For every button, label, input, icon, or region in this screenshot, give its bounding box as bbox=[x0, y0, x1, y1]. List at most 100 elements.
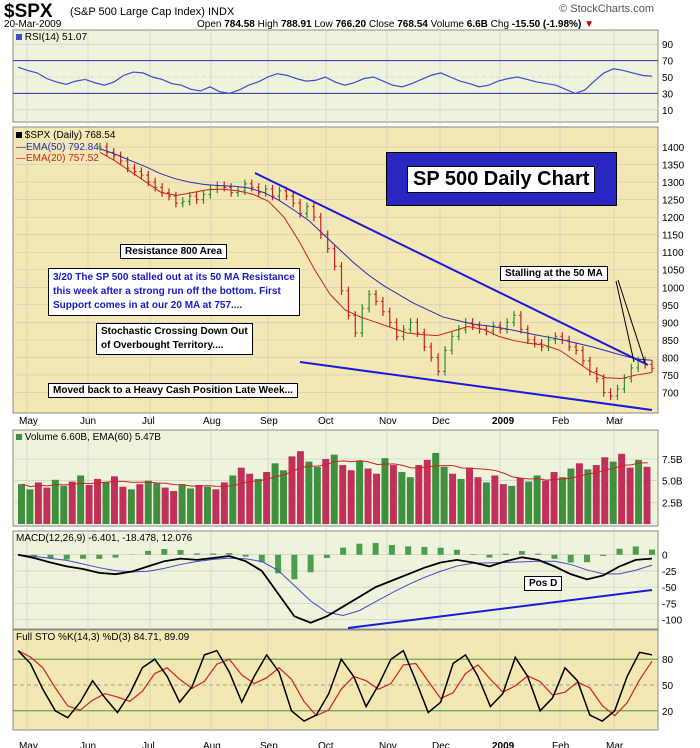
macd-histogram-bar bbox=[551, 554, 558, 559]
price-tick-label: 1000 bbox=[662, 283, 685, 294]
volume-bar bbox=[43, 487, 51, 524]
price-icon bbox=[16, 132, 22, 138]
month-label: Mar bbox=[606, 741, 624, 748]
volume-bar bbox=[542, 480, 550, 524]
price-tick-label: 1400 bbox=[662, 143, 685, 154]
volume-bar bbox=[364, 468, 372, 524]
macd-histogram-bar bbox=[518, 551, 525, 555]
open-label: Open bbox=[197, 19, 222, 30]
low-value: 766.20 bbox=[335, 19, 367, 30]
volume-bar bbox=[457, 478, 465, 524]
macd-histogram-bar bbox=[502, 553, 509, 555]
volume-bar bbox=[499, 484, 507, 524]
macd-histogram-bar bbox=[242, 554, 249, 557]
volume-ema-line bbox=[22, 460, 648, 488]
volume-bar bbox=[406, 477, 414, 524]
sto-tick-label: 50 bbox=[662, 681, 674, 692]
macd-histogram-bar bbox=[307, 554, 314, 573]
high-value: 788.91 bbox=[280, 19, 312, 30]
rsi-label: RSI(14) 51.07 bbox=[16, 32, 87, 43]
macd-histogram-bar bbox=[421, 546, 428, 555]
commentary-line-2: this week after a strong run off the bot… bbox=[53, 286, 281, 297]
volume-bar bbox=[347, 470, 355, 524]
macd-histogram-bar bbox=[145, 550, 152, 555]
ema20-line bbox=[99, 151, 653, 379]
resistance-annotation: Resistance 800 Area bbox=[120, 244, 227, 259]
quote-line: Open 784.58 High 788.91 Low 766.20 Close… bbox=[197, 19, 594, 30]
volume-bar bbox=[474, 477, 482, 524]
price-tick-label: 1050 bbox=[662, 266, 685, 277]
month-label: Aug bbox=[203, 741, 221, 748]
volume-icon bbox=[16, 434, 22, 440]
volume-label: Volume 6.60B, EMA(60) 5.47B bbox=[16, 432, 161, 443]
volume-bar bbox=[26, 489, 34, 524]
macd-histogram-bar bbox=[275, 554, 282, 574]
volume-bar bbox=[18, 484, 25, 524]
rsi-tick-label: 90 bbox=[662, 40, 674, 51]
axis-ticks: May Jun Jul Aug Sep Oct Nov Dec 2009 Feb Mar May Jun… bbox=[19, 40, 685, 748]
month-label: May bbox=[19, 416, 38, 427]
month-label: Sep bbox=[260, 741, 278, 748]
rsi-tick-label: 10 bbox=[662, 106, 674, 117]
volume-bar bbox=[119, 486, 127, 524]
macd-histogram-bar bbox=[567, 554, 574, 563]
volume-bar bbox=[449, 473, 457, 524]
volume-bar bbox=[296, 451, 304, 524]
volume-bar bbox=[229, 475, 237, 524]
volume-bar bbox=[102, 482, 110, 524]
ema50-legend-text: EMA(50) 792.84 bbox=[26, 142, 99, 153]
month-label: Jul bbox=[142, 741, 155, 748]
macd-histogram-bar bbox=[470, 554, 477, 555]
rsi-tick-label: 70 bbox=[662, 57, 674, 68]
volume-bar bbox=[144, 480, 152, 524]
volume-bar bbox=[212, 489, 220, 524]
macd-histogram-bar bbox=[80, 554, 87, 559]
price-tick-label: 950 bbox=[662, 301, 679, 312]
sto-tick-label: 80 bbox=[662, 655, 674, 666]
month-label: Oct bbox=[318, 741, 334, 748]
volume-bar bbox=[635, 459, 643, 524]
volume-bar bbox=[559, 477, 566, 524]
macd-histogram-bar bbox=[356, 543, 363, 555]
price-label: $SPX (Daily) 768.54 bbox=[16, 130, 115, 141]
price-tick-label: 1250 bbox=[662, 196, 685, 207]
rsi-series bbox=[17, 66, 653, 95]
price-tick-label: 1300 bbox=[662, 178, 685, 189]
sto-d-line bbox=[17, 650, 653, 717]
volume-bar bbox=[237, 467, 245, 524]
price-tick-label: 750 bbox=[662, 371, 679, 382]
volume-bar bbox=[203, 486, 211, 524]
month-label: Dec bbox=[432, 741, 450, 748]
macd-signal-line bbox=[17, 554, 653, 616]
volume-bar bbox=[85, 485, 93, 524]
volume-bar bbox=[77, 475, 85, 524]
volume-bar bbox=[482, 482, 490, 524]
volume-bar bbox=[271, 463, 279, 524]
sto-k-line bbox=[17, 649, 653, 723]
volume-bar bbox=[339, 465, 347, 524]
volume-bar bbox=[127, 489, 135, 524]
month-label: Mar bbox=[606, 416, 624, 427]
volume-value: 6.6B bbox=[466, 19, 488, 30]
volume-tick-label: 7.5B bbox=[662, 455, 683, 466]
volume-bar bbox=[94, 478, 102, 524]
month-label: Feb bbox=[552, 416, 570, 427]
volume-bar bbox=[373, 473, 380, 524]
volume-bar bbox=[508, 485, 516, 524]
open-value: 784.58 bbox=[224, 19, 255, 30]
rsi-label-text: RSI(14) 51.07 bbox=[24, 32, 88, 43]
volume-bar bbox=[51, 479, 59, 524]
volume-bar bbox=[60, 485, 68, 524]
macd-histogram-bar bbox=[31, 554, 38, 557]
volume-bar bbox=[389, 465, 397, 524]
stalling-annotation: Stalling at the 50 MA bbox=[500, 266, 608, 281]
commentary-box: 3/20 The SP 500 stalled out at its 50 MA… bbox=[48, 268, 300, 316]
volume-bar bbox=[153, 483, 161, 524]
volume-bar bbox=[466, 467, 473, 524]
month-label: Oct bbox=[318, 416, 334, 427]
volume-tick-label: 5.0B bbox=[662, 477, 683, 488]
macd-histogram-bar bbox=[47, 554, 54, 559]
month-label: Jun bbox=[80, 416, 96, 427]
volume-bar bbox=[643, 466, 651, 524]
volume-bar bbox=[170, 491, 178, 524]
